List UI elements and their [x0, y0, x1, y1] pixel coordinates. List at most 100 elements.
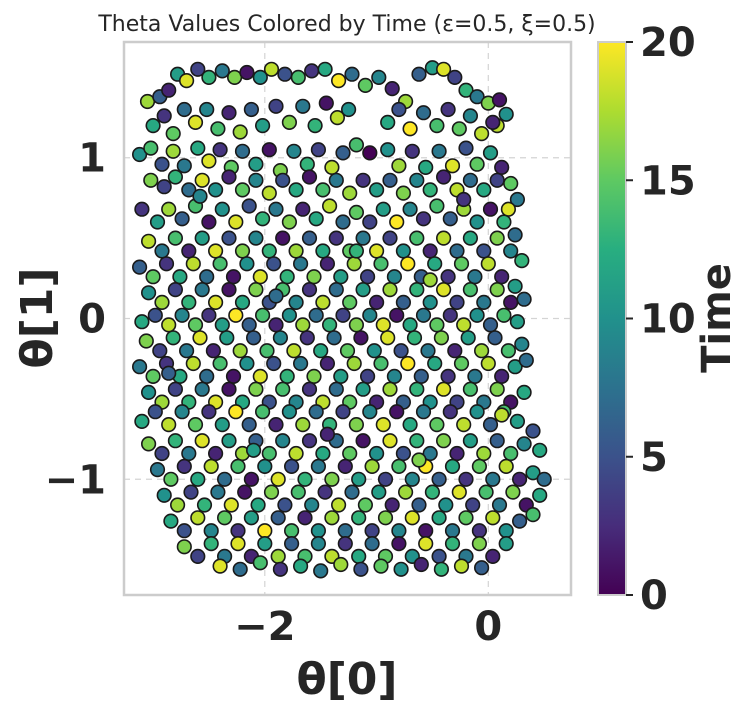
- scatter-point: [174, 211, 190, 227]
- scatter-point: [393, 343, 409, 359]
- scatter-point: [418, 523, 434, 539]
- scatter-point: [322, 317, 338, 333]
- scatter-point: [467, 368, 483, 385]
- colorbar-tick-label: 10: [640, 297, 696, 343]
- scatter-point: [462, 108, 479, 124]
- scatter-point: [192, 188, 208, 204]
- scatter-point: [208, 294, 224, 311]
- scatter-point: [295, 417, 311, 433]
- scatter-point: [170, 497, 186, 513]
- scatter-point: [453, 355, 470, 372]
- scatter-point: [212, 355, 228, 372]
- scatter-point: [489, 381, 505, 397]
- scatter-point: [317, 484, 333, 500]
- scatter-point: [395, 185, 412, 201]
- scatter-point: [335, 145, 351, 161]
- scatter-point: [241, 417, 257, 433]
- scatter-point: [391, 158, 407, 174]
- scatter-point: [228, 307, 244, 323]
- scatter-point: [402, 417, 418, 433]
- scatter-point: [427, 355, 443, 372]
- scatter-point: [167, 230, 183, 246]
- scatter-point: [261, 185, 277, 201]
- scatter-point: [261, 445, 277, 462]
- scatter-point: [185, 256, 201, 272]
- scatter-point: [165, 143, 181, 159]
- scatter-point: [404, 471, 420, 487]
- scatter-point: [348, 137, 365, 153]
- scatter-point: [203, 458, 219, 475]
- scatter-point: [319, 256, 336, 272]
- scatter-point: [442, 404, 458, 420]
- scatter-point: [268, 288, 284, 304]
- scatter-point: [389, 214, 405, 230]
- scatter-point: [449, 294, 465, 311]
- scatter-point: [241, 198, 257, 214]
- scatter-point: [203, 535, 219, 552]
- scatter-point: [331, 497, 347, 513]
- y-tick-label: −1: [45, 457, 106, 503]
- scatter-point: [337, 523, 353, 539]
- scatter-point: [485, 114, 501, 130]
- scatter-point: [469, 214, 485, 230]
- scatter-point: [183, 484, 199, 500]
- scatter-point: [234, 143, 251, 159]
- scatter-point: [301, 381, 318, 397]
- scatter-point: [270, 471, 286, 487]
- scatter-point: [288, 243, 304, 259]
- scatter-point: [469, 404, 485, 420]
- scatter-point: [362, 307, 378, 323]
- scatter-point: [460, 330, 476, 346]
- scatter-point: [263, 484, 280, 500]
- scatter-point: [313, 343, 329, 359]
- scatter-point: [190, 510, 206, 526]
- scatter-point: [308, 307, 324, 323]
- scatter-point: [516, 436, 532, 452]
- scatter-point: [328, 381, 344, 397]
- scatter-point: [491, 92, 508, 108]
- scatter-point: [411, 452, 427, 468]
- scatter-point: [281, 114, 298, 130]
- scatter-point: [400, 355, 416, 372]
- scatter-point: [185, 355, 201, 372]
- scatter-point: [232, 343, 248, 359]
- scatter-point: [174, 307, 190, 323]
- scatter-point: [205, 343, 221, 359]
- scatter-point: [315, 182, 331, 198]
- scatter-point: [511, 513, 528, 529]
- scatter-point: [357, 77, 374, 93]
- scatter-point: [415, 404, 432, 420]
- scatter-point: [476, 243, 492, 259]
- scatter-points: [132, 60, 552, 579]
- scatter-point: [315, 294, 331, 311]
- scatter-point: [172, 269, 188, 285]
- scatter-point: [221, 230, 237, 246]
- scatter-point: [471, 535, 488, 552]
- scatter-point: [346, 355, 362, 372]
- scatter-point: [462, 381, 479, 397]
- scatter-point: [141, 384, 157, 401]
- scatter-point: [147, 404, 163, 420]
- scatter-point: [386, 269, 403, 285]
- scatter-point: [324, 159, 340, 175]
- scatter-point: [339, 343, 356, 359]
- scatter-point: [154, 243, 170, 259]
- scatter-point: [373, 355, 389, 372]
- scatter-point: [337, 535, 353, 552]
- scatter-point: [230, 523, 246, 539]
- scatter-point: [360, 269, 376, 285]
- scatter-point: [248, 381, 264, 397]
- scatter-point: [391, 101, 407, 118]
- scatter-point: [187, 417, 204, 433]
- scatter-point: [409, 172, 425, 188]
- scatter-point: [342, 445, 358, 462]
- scatter-point: [355, 381, 371, 397]
- scatter-point: [532, 442, 548, 458]
- scatter-point: [214, 63, 230, 79]
- scatter-point: [307, 117, 323, 134]
- scatter-point: [243, 471, 259, 487]
- scatter-point: [275, 230, 291, 246]
- scatter-point: [201, 404, 217, 420]
- scatter-point: [174, 404, 190, 420]
- scatter-point: [335, 404, 351, 420]
